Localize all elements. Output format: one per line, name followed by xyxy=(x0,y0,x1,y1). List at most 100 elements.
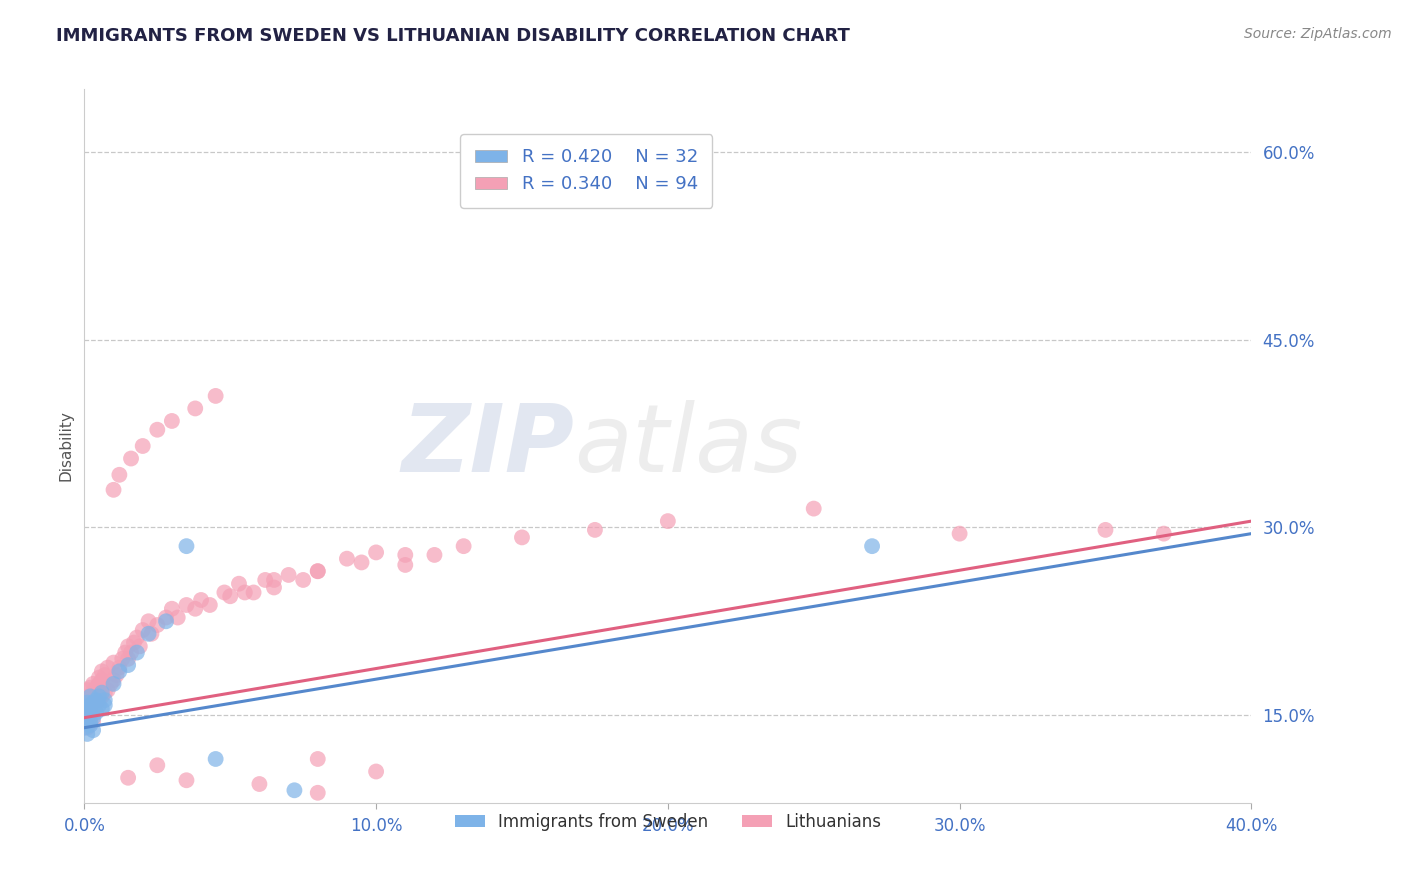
Point xyxy=(73,708,96,723)
Point xyxy=(103,656,125,670)
Point xyxy=(114,646,136,660)
Point xyxy=(76,727,98,741)
Point xyxy=(76,702,98,716)
Point xyxy=(103,677,125,691)
Text: Source: ZipAtlas.com: Source: ZipAtlas.com xyxy=(1244,27,1392,41)
Point xyxy=(76,690,98,704)
Point xyxy=(82,685,104,699)
Point xyxy=(394,558,416,572)
Point xyxy=(120,646,142,660)
Point xyxy=(94,685,117,699)
Point xyxy=(146,758,169,772)
Point xyxy=(394,548,416,562)
Point xyxy=(307,564,329,578)
Point xyxy=(117,658,139,673)
Point xyxy=(254,573,277,587)
Point xyxy=(657,514,679,528)
Point xyxy=(128,640,150,654)
Point xyxy=(73,721,96,735)
Point xyxy=(125,631,148,645)
Point xyxy=(76,683,98,698)
Point xyxy=(366,764,388,779)
Point xyxy=(160,414,183,428)
Point xyxy=(132,439,155,453)
Point xyxy=(90,673,112,687)
Point xyxy=(263,573,285,587)
Point xyxy=(87,677,110,691)
Point xyxy=(292,573,315,587)
Point xyxy=(79,718,101,732)
Point xyxy=(146,618,169,632)
Point xyxy=(84,698,107,713)
Point xyxy=(423,548,446,562)
Point xyxy=(125,646,148,660)
Point xyxy=(176,773,198,788)
Point xyxy=(97,683,120,698)
Point xyxy=(79,706,101,720)
Point xyxy=(155,614,177,628)
Point xyxy=(336,551,359,566)
Point xyxy=(87,693,110,707)
Point xyxy=(117,771,139,785)
Point xyxy=(350,556,373,570)
Point xyxy=(141,627,163,641)
Point xyxy=(103,673,125,687)
Point xyxy=(283,783,305,797)
Point xyxy=(82,702,104,716)
Point xyxy=(84,706,107,720)
Point xyxy=(79,702,101,716)
Point xyxy=(198,598,221,612)
Point xyxy=(76,714,98,729)
Point xyxy=(87,685,110,699)
Point xyxy=(366,545,388,559)
Point xyxy=(79,711,101,725)
Point xyxy=(204,752,226,766)
Point xyxy=(138,627,160,641)
Point xyxy=(138,614,160,628)
Point xyxy=(122,635,145,649)
Point xyxy=(82,723,104,738)
Point xyxy=(82,693,104,707)
Point xyxy=(583,523,606,537)
Point xyxy=(76,702,98,716)
Point xyxy=(90,685,112,699)
Point xyxy=(82,711,104,725)
Point xyxy=(176,539,198,553)
Point xyxy=(108,467,131,482)
Point xyxy=(949,526,972,541)
Point xyxy=(87,698,110,713)
Point xyxy=(108,660,131,674)
Point xyxy=(117,640,139,654)
Y-axis label: Disability: Disability xyxy=(58,410,73,482)
Point xyxy=(94,668,117,682)
Point xyxy=(214,585,236,599)
Point xyxy=(263,581,285,595)
Point xyxy=(79,696,101,710)
Point xyxy=(510,530,533,544)
Point xyxy=(76,721,98,735)
Point xyxy=(73,696,96,710)
Legend: Immigrants from Sweden, Lithuanians: Immigrants from Sweden, Lithuanians xyxy=(449,806,887,838)
Point xyxy=(97,660,120,674)
Point xyxy=(1094,523,1116,537)
Point xyxy=(117,652,139,666)
Point xyxy=(184,601,207,615)
Point xyxy=(146,423,169,437)
Point xyxy=(84,681,107,695)
Point xyxy=(1153,526,1175,541)
Point xyxy=(307,752,329,766)
Point xyxy=(132,623,155,637)
Point xyxy=(111,652,134,666)
Point xyxy=(76,711,98,725)
Point xyxy=(120,451,142,466)
Text: ZIP: ZIP xyxy=(402,400,575,492)
Point xyxy=(79,681,101,695)
Text: IMMIGRANTS FROM SWEDEN VS LITHUANIAN DISABILITY CORRELATION CHART: IMMIGRANTS FROM SWEDEN VS LITHUANIAN DIS… xyxy=(56,27,851,45)
Point xyxy=(233,585,256,599)
Point xyxy=(90,702,112,716)
Point xyxy=(307,786,329,800)
Point xyxy=(307,564,329,578)
Point xyxy=(87,690,110,704)
Point xyxy=(176,598,198,612)
Point xyxy=(204,389,226,403)
